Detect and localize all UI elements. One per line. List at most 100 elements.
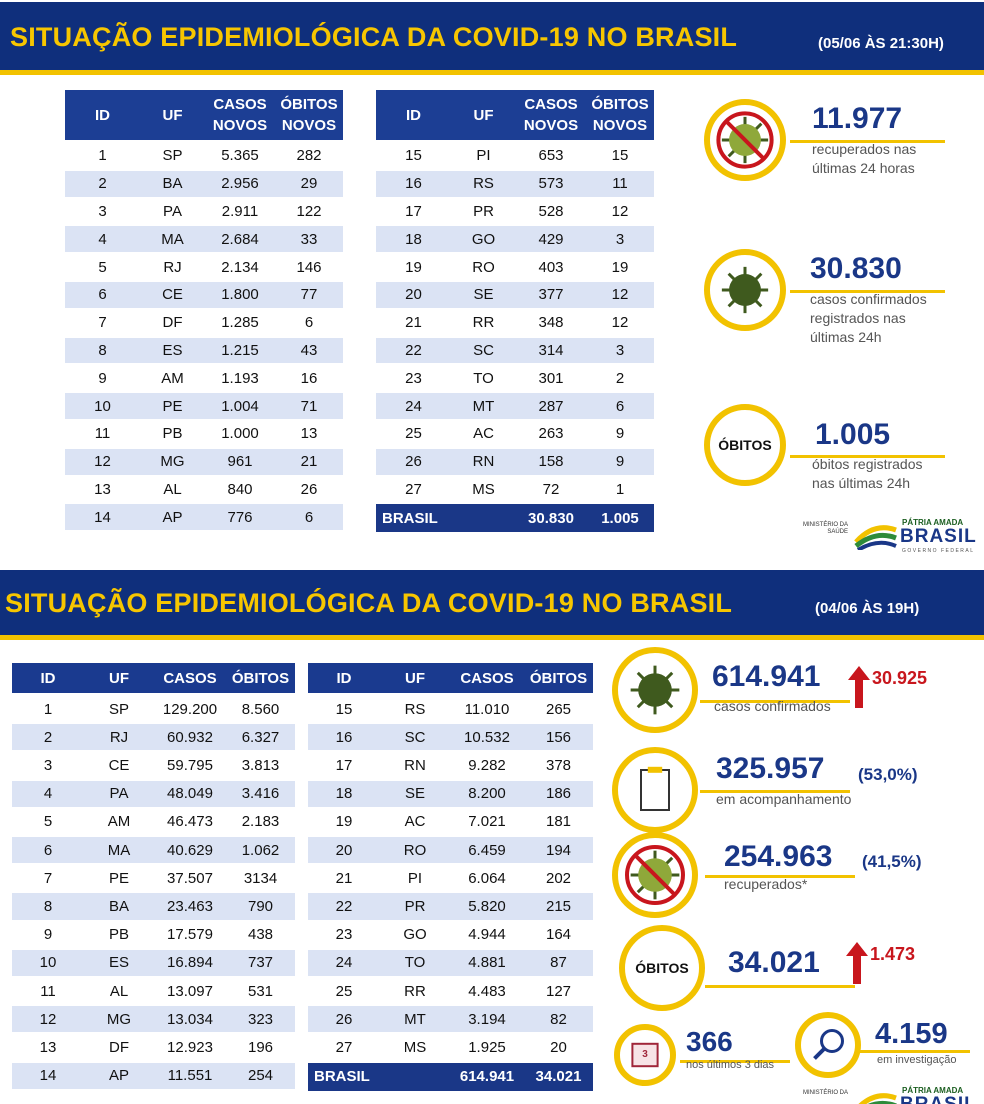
column-header: UF: [162, 106, 183, 124]
icon-shape: [846, 942, 868, 984]
column-header: ID: [95, 106, 110, 124]
icon-shape: [848, 666, 870, 708]
table-row: [376, 337, 654, 364]
table-cell: SE: [473, 286, 494, 304]
table-row: [12, 893, 295, 920]
table-row: [308, 808, 593, 835]
table-row: [65, 421, 343, 447]
table-cell: 17: [335, 756, 353, 774]
icon-label: ÓBITOS: [718, 437, 772, 453]
table-cell: 5.820: [468, 897, 506, 915]
table-row: [376, 393, 654, 419]
country: BRASIL: [900, 526, 977, 547]
table-cell: 10: [39, 954, 57, 972]
table-row: [65, 476, 343, 503]
table-header: [308, 663, 593, 693]
table-row: [376, 309, 654, 336]
table-cell: 4.483: [468, 982, 506, 1000]
table-cell: 314: [538, 341, 564, 359]
total-row: [308, 1062, 593, 1091]
table-cell: 6: [43, 841, 53, 859]
stat-percent: (41,5%): [862, 852, 922, 871]
table-cell: 23.463: [167, 897, 213, 915]
table-cell: 3: [615, 230, 625, 248]
table-cell: 22: [335, 897, 353, 915]
table-cell: MS: [403, 1038, 427, 1056]
table-cell: RN: [404, 756, 426, 774]
table-cell: SP: [108, 700, 129, 718]
table-cell: 20: [550, 1038, 567, 1056]
table-cell: ES: [108, 954, 129, 972]
table-cell: 8: [43, 897, 53, 915]
table-cell: RR: [472, 314, 495, 332]
icon-shape: [704, 404, 786, 486]
table-cell: 2.956: [221, 175, 259, 193]
table-cell: 10.532: [464, 728, 510, 746]
icon-shape: [813, 1047, 826, 1060]
table-row: [65, 226, 343, 253]
table-cell: 961: [227, 453, 253, 471]
table-cell: AM: [107, 813, 131, 831]
stat-caption: últimas 24 horas: [812, 160, 915, 176]
table-cell: 14: [94, 508, 111, 526]
table-cell: 5: [98, 258, 107, 276]
table-cell: 3.813: [241, 756, 280, 774]
table-cell: 23: [335, 926, 353, 944]
table-header: [65, 90, 343, 140]
table-cell: 8.200: [468, 785, 506, 803]
icon-shape: [647, 766, 663, 773]
table-cell: AC: [404, 813, 426, 831]
stat-change: 30.925: [872, 668, 928, 688]
table-row: [376, 198, 654, 225]
table-cell: 146: [296, 258, 322, 276]
icon-shape: [795, 1012, 861, 1078]
table-cell: AL: [163, 480, 182, 498]
table-cell: 5: [43, 813, 53, 831]
table-cell: 16: [335, 728, 353, 746]
title-bar: [0, 2, 984, 75]
table-cell: MT: [404, 1010, 426, 1028]
table-cell: 378: [545, 756, 572, 774]
table-row: [12, 808, 295, 835]
table-row: [12, 978, 295, 1005]
table-cell: 1: [43, 700, 53, 718]
icon-shape: [638, 673, 672, 707]
table-cell: 71: [300, 397, 318, 415]
table-row: [65, 309, 343, 336]
table-cell: 12: [39, 1010, 57, 1028]
table-cell: 6: [304, 508, 314, 526]
table-cell: RS: [473, 175, 494, 193]
table-cell: 1.285: [221, 314, 259, 332]
table-cell: 287: [538, 397, 564, 415]
table-cell: 429: [538, 230, 564, 248]
table-cell: 11: [94, 425, 111, 443]
table-cell: RS: [404, 700, 426, 718]
stat-value: 254.963: [724, 840, 833, 873]
table-row: [12, 837, 295, 864]
table-row: [65, 448, 343, 475]
table-cell: GO: [471, 230, 496, 248]
table-header: [376, 90, 654, 140]
table-row: [12, 1006, 295, 1033]
stat-value: 1.005: [815, 418, 891, 451]
table-cell: RR: [404, 982, 426, 1000]
table-cell: 9.282: [468, 756, 506, 774]
table-cell: MT: [472, 397, 495, 415]
table-cell: SC: [473, 341, 494, 359]
title-bar: [0, 570, 984, 640]
table-cell: 1: [615, 480, 625, 498]
table-cell: 21: [405, 314, 422, 332]
table-cell: PE: [108, 869, 129, 887]
table-cell: AM: [161, 369, 184, 387]
table-cell: MG: [106, 1010, 132, 1028]
table-cell: 1.215: [221, 341, 259, 359]
table-cell: 4.881: [468, 954, 506, 972]
table-cell: 1.062: [241, 841, 280, 859]
table-cell: AL: [109, 982, 129, 1000]
table-cell: 2.911: [221, 202, 259, 220]
table-cell: 22: [405, 341, 422, 359]
table-cell: SC: [404, 728, 426, 746]
table-cell: BA: [162, 175, 183, 193]
stat-value: 4.159: [875, 1018, 948, 1050]
table-cell: 15: [335, 700, 353, 718]
